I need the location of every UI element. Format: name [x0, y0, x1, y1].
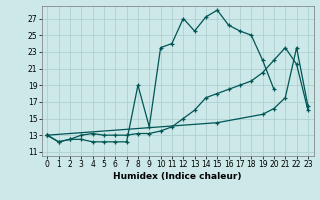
X-axis label: Humidex (Indice chaleur): Humidex (Indice chaleur) — [113, 172, 242, 181]
